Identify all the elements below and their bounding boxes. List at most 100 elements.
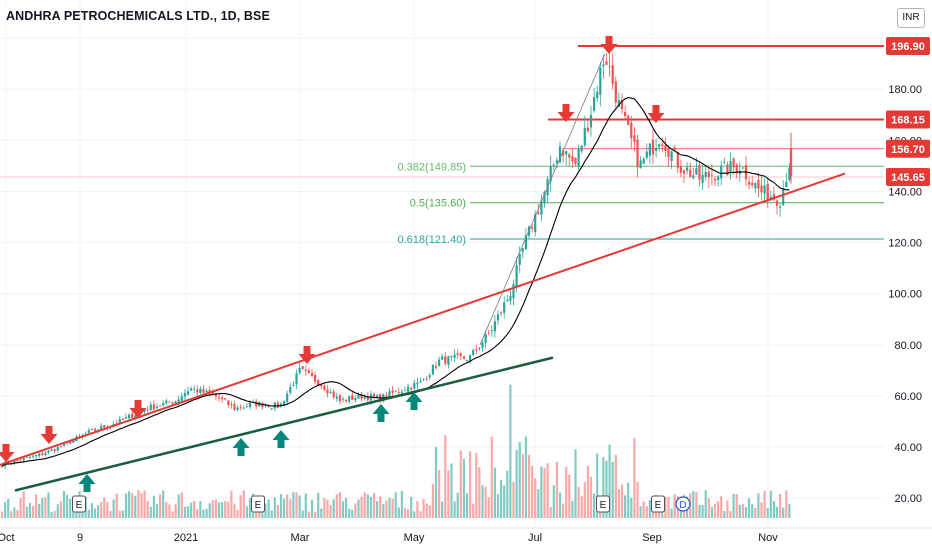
candle-body bbox=[211, 391, 214, 395]
candle-body bbox=[255, 401, 258, 407]
volume-bar bbox=[785, 490, 788, 518]
candle-body bbox=[270, 408, 273, 409]
volume-bar bbox=[345, 497, 348, 518]
down-arrow-icon bbox=[557, 104, 575, 122]
volume-bar bbox=[214, 499, 217, 518]
volume-bar bbox=[400, 491, 403, 518]
candle-body bbox=[360, 394, 363, 399]
volume-bar bbox=[453, 501, 456, 518]
candle-body bbox=[41, 453, 44, 455]
fib-level-label: 0.5(135.60) bbox=[410, 198, 466, 210]
candle-body bbox=[478, 348, 481, 350]
candle-body bbox=[202, 389, 205, 393]
currency-button[interactable]: INR bbox=[897, 8, 925, 28]
price-tick-label: 20.00 bbox=[894, 493, 922, 505]
candle-body bbox=[620, 99, 624, 109]
volume-bar bbox=[326, 499, 329, 518]
candle-body bbox=[372, 394, 376, 397]
earnings-marker-label: E bbox=[600, 500, 607, 511]
volume-bar bbox=[462, 458, 465, 518]
volume-bar bbox=[673, 494, 676, 518]
volume-bar bbox=[493, 467, 496, 518]
volume-bar bbox=[87, 509, 90, 518]
candle-body bbox=[44, 453, 47, 456]
candle-body bbox=[630, 122, 633, 139]
volume-bar bbox=[199, 501, 202, 518]
candle-body bbox=[782, 188, 785, 206]
volume-bar bbox=[25, 506, 28, 518]
candle-body bbox=[512, 284, 515, 299]
volume-bar bbox=[109, 511, 112, 518]
candle-body bbox=[354, 397, 357, 401]
candle-body bbox=[25, 456, 28, 458]
price-tag bbox=[886, 139, 930, 158]
volume-bar bbox=[444, 435, 447, 518]
volume-bar bbox=[202, 509, 205, 518]
candle-body bbox=[617, 100, 620, 107]
candle-body bbox=[614, 81, 617, 103]
candle-body bbox=[490, 330, 493, 332]
candle-body bbox=[627, 115, 630, 126]
volume-bar bbox=[723, 511, 726, 518]
volume-bar bbox=[605, 460, 608, 518]
candle-body bbox=[351, 395, 354, 400]
volume-bar bbox=[146, 501, 149, 518]
time-tick-label: Nov bbox=[758, 532, 778, 544]
candle-body bbox=[555, 160, 558, 164]
candle-body bbox=[540, 200, 543, 215]
price-axis-background bbox=[884, 0, 932, 550]
candle-body bbox=[410, 388, 413, 390]
price-tag bbox=[886, 168, 930, 187]
candle-body bbox=[487, 332, 490, 334]
candle-body bbox=[320, 384, 323, 387]
volume-bar bbox=[93, 508, 97, 518]
volume-bar bbox=[614, 454, 617, 518]
volume-bar bbox=[323, 498, 326, 518]
time-tick-label: May bbox=[404, 532, 425, 544]
volume-bar bbox=[630, 497, 633, 518]
volume-bar bbox=[90, 503, 93, 518]
candle-body bbox=[283, 401, 286, 405]
volume-bar bbox=[713, 503, 717, 518]
volume-bar bbox=[168, 504, 171, 518]
candle-body bbox=[292, 384, 295, 386]
candle-body bbox=[673, 147, 676, 150]
volume-bar bbox=[106, 501, 109, 518]
candle-body bbox=[633, 135, 636, 142]
volume-bar bbox=[428, 505, 431, 518]
volume-bar bbox=[335, 494, 338, 518]
volume-bar bbox=[751, 504, 754, 518]
candle-body bbox=[611, 65, 614, 84]
candle-body bbox=[735, 164, 738, 174]
volume-bar bbox=[245, 506, 248, 518]
volume-bar bbox=[279, 494, 283, 518]
volume-bar bbox=[224, 501, 227, 518]
candle-body bbox=[124, 417, 128, 419]
volume-bar bbox=[741, 504, 744, 518]
candle-body bbox=[434, 366, 438, 368]
candle-body bbox=[35, 455, 38, 457]
price-tag-label: 196.90 bbox=[891, 41, 925, 53]
volume-bar bbox=[543, 467, 546, 518]
candle-body bbox=[574, 157, 577, 165]
candle-body bbox=[524, 235, 527, 250]
candle-body bbox=[447, 356, 450, 365]
candle-body bbox=[131, 413, 134, 418]
candle-body bbox=[717, 176, 720, 181]
earnings-marker bbox=[651, 495, 665, 513]
volume-bar bbox=[171, 511, 174, 518]
down-arrow-icon bbox=[129, 400, 147, 418]
candle-body bbox=[416, 382, 419, 385]
candle-body bbox=[103, 425, 106, 428]
candle-body bbox=[329, 391, 332, 393]
candle-body bbox=[754, 183, 757, 189]
price-tag-label: 156.70 bbox=[891, 144, 925, 156]
candle-body bbox=[264, 405, 267, 407]
time-axis[interactable]: Oct 9 2021 Mar May Jul Sep Nov bbox=[0, 527, 932, 544]
volume-bar bbox=[348, 508, 351, 518]
candle-body bbox=[450, 356, 453, 357]
price-axis[interactable]: 20.00 40.00 60.00 80.00 100.00 120.00 140.00 16… bbox=[884, 0, 932, 550]
candle-body bbox=[577, 149, 580, 167]
volume-bar bbox=[636, 481, 639, 518]
